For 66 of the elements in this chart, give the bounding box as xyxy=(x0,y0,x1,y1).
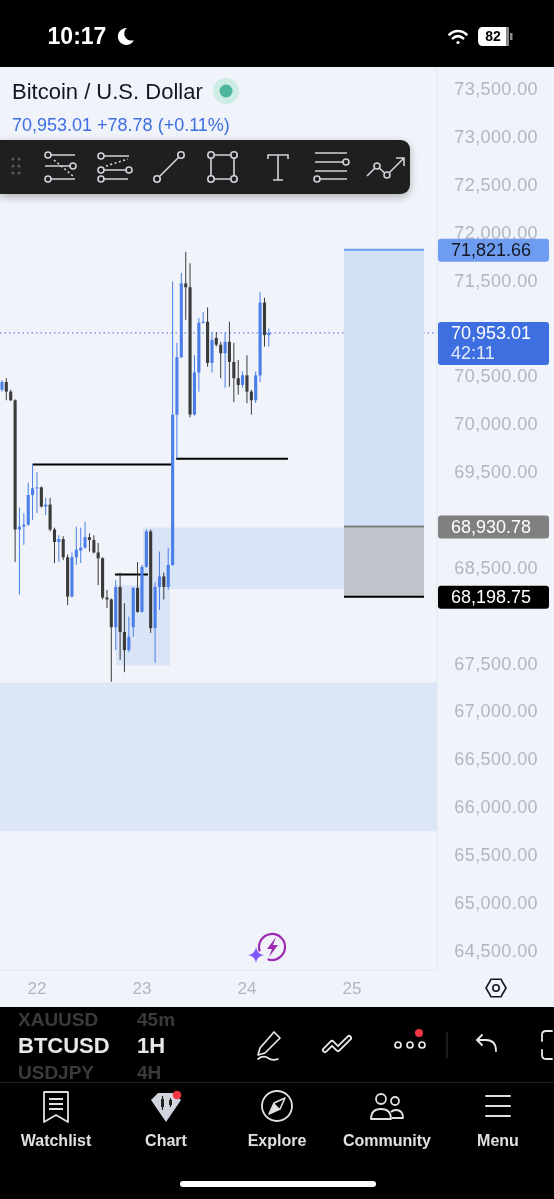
text: USDJPY xyxy=(18,1062,95,1083)
data-label: 68,930.78 xyxy=(451,517,532,538)
ref-line-label: 70,953.01 42:11 xyxy=(451,323,532,364)
y-tick-label: 65,000.00 xyxy=(454,892,538,913)
text: 1H xyxy=(137,1033,166,1058)
candlestick xyxy=(61,535,65,561)
text: 4H xyxy=(137,1062,162,1083)
candlestick xyxy=(245,354,249,404)
text: 82 xyxy=(485,28,501,44)
y-tick-label: 70,500.00 xyxy=(454,366,538,387)
x-tick-label: 22 xyxy=(27,979,47,998)
y-tick-label: 67,000.00 xyxy=(454,701,538,722)
y-tick-label: 68,500.00 xyxy=(454,557,538,578)
candlestick xyxy=(35,471,39,514)
candlestick xyxy=(236,359,240,395)
text: 45m xyxy=(137,1009,176,1030)
candlestick xyxy=(136,561,140,614)
candlestick xyxy=(166,547,170,591)
candlestick xyxy=(87,532,92,553)
candlestick xyxy=(92,534,96,554)
data-label: 71,821.66 xyxy=(451,240,532,261)
y-tick-label: 72,500.00 xyxy=(454,174,538,195)
text: 70,953.01 +78.78 (+0.11%) xyxy=(12,115,230,135)
candlestick xyxy=(122,602,126,673)
candlestick xyxy=(210,331,214,373)
text: Chart xyxy=(145,1132,188,1149)
y-tick-label: 73,000.00 xyxy=(454,126,538,147)
candlestick xyxy=(52,527,57,564)
y-tick-label: 65,500.00 xyxy=(454,845,538,866)
y-tick-label: 66,500.00 xyxy=(454,749,538,770)
candlestick xyxy=(79,527,83,564)
text: Watchlist xyxy=(20,1132,92,1149)
candlestick xyxy=(227,321,231,388)
candlestick xyxy=(83,521,87,550)
text: BTCUSD xyxy=(18,1033,110,1058)
x-tick-label: 24 xyxy=(237,979,257,998)
candlestick xyxy=(17,506,21,596)
x-tick-label: 23 xyxy=(132,979,152,998)
text: Menu xyxy=(477,1132,519,1149)
candlestick xyxy=(127,616,131,653)
candlestick xyxy=(201,311,205,325)
text: Bitcoin / U.S. Dollar xyxy=(12,79,203,104)
text: Community xyxy=(343,1132,432,1149)
y-tick-label: 73,500.00 xyxy=(454,79,538,100)
candlestick xyxy=(232,342,236,403)
y-tick-label: 66,000.00 xyxy=(454,797,538,818)
candlestick xyxy=(22,512,26,546)
candlestick xyxy=(162,572,166,600)
data-label: 68,198.75 xyxy=(451,587,532,608)
candlestick xyxy=(57,534,61,563)
y-tick-label: 64,500.00 xyxy=(454,940,538,961)
x-tick-label: 25 xyxy=(342,979,362,998)
text: XAUUSD xyxy=(18,1009,99,1030)
candlestick xyxy=(223,331,227,389)
y-tick-label: 72,000.00 xyxy=(454,222,538,243)
candlestick xyxy=(4,377,8,401)
candlestick xyxy=(157,551,162,611)
text: Explore xyxy=(247,1132,307,1149)
y-tick-label: 70,000.00 xyxy=(454,414,538,435)
y-tick-label: 67,500.00 xyxy=(454,653,538,674)
candlestick xyxy=(31,463,35,521)
candlestick xyxy=(184,251,188,321)
y-tick-label: 71,500.00 xyxy=(454,270,538,291)
text: 10:17 xyxy=(47,23,107,49)
y-tick-label: 69,500.00 xyxy=(454,462,538,483)
candlestick xyxy=(96,542,100,586)
